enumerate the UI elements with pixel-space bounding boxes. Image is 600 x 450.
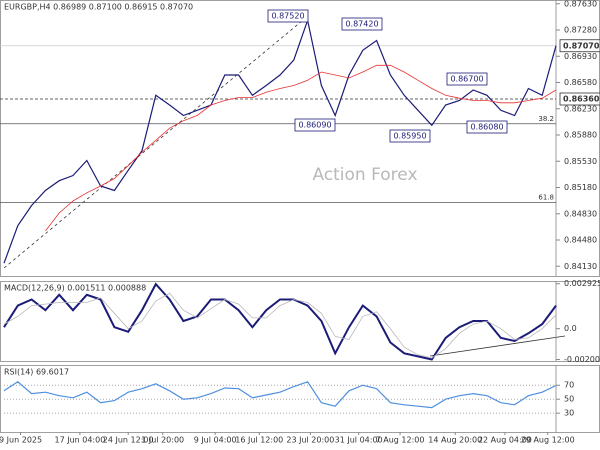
macd-trend-line [429,335,566,357]
panel-title: EURGBP,H4 0.86989 0.87100 0.86915 0.8707… [4,3,193,12]
x-tick-label: 23 Jul 20:00 [286,436,334,445]
annotation: 0.85950 [393,132,426,141]
y-tick-label: 0.85880 [564,131,597,140]
x-tick-label: 29 Aug 12:00 [521,436,575,445]
y-tick-label: 0.86930 [564,52,597,61]
panel-title: MACD(12,26,9) 0.001511 0.000888 [4,284,146,293]
x-tick-label: 9 Jun 2025 [0,436,42,445]
watermark: Action Forex [312,165,417,185]
panel-title: RSI(14) 69.6017 [4,368,69,377]
x-tick-label: 7 Aug 12:00 [376,436,425,445]
series-line [3,282,557,361]
series-line [45,64,557,232]
y-tick-label: 0.84130 [564,262,597,271]
y-tick-label: 0.84480 [564,236,597,245]
annotation: 0.86700 [450,75,483,84]
annotation: 0.86090 [298,121,331,130]
y-tick-label: 30 [564,409,574,418]
annotation-box [389,129,431,143]
annotation: 0.86080 [470,123,503,132]
price-box [559,39,600,53]
x-tick-label: 31 Jul 04:00 [335,436,383,445]
x-tick-label: 22 Aug 04:00 [478,436,532,445]
y-tick-label: 0.85180 [564,183,597,192]
x-tick-label: 17 Jun 04:00 [54,436,105,445]
price-box-label: 0.86360 [563,95,600,104]
x-tick-label: 14 Aug 20:00 [428,436,482,445]
annotation-box [294,118,336,132]
series-line [3,381,557,409]
y-tick-label: -0.002002 [564,355,600,364]
fib-label: 61.8 [538,194,554,202]
y-tick-label: 70 [564,381,574,390]
y-tick-label: 50 [564,395,574,404]
fib-label: 38.2 [538,115,554,123]
annotation: 0.87520 [271,12,304,21]
y-tick-label: 0.86580 [564,78,597,87]
annotation-box [267,9,309,23]
y-tick-label: 0.84830 [564,209,597,218]
x-tick-label: 16 Jul 12:00 [235,436,283,445]
y-tick-label: 0.85530 [564,157,597,166]
annotation-box [341,17,383,31]
y-tick-label: 0.002925 [564,279,600,288]
series-line [3,292,557,359]
annotation-box [466,120,508,134]
series-line [3,18,557,264]
x-tick-label: 9 Jul 04:00 [194,436,237,445]
y-tick-label: 0.87630 [564,0,597,8]
price-box [559,92,600,106]
annotation-box [446,72,488,86]
y-tick-label: 0.87280 [564,26,597,35]
x-tick-label: 24 Jun 12:00 [103,436,154,445]
y-tick-label: 0.0 [564,324,577,333]
price-box-label: 0.87070 [563,41,600,50]
x-tick-label: 1 Jul 20:00 [141,436,184,445]
annotation: 0.87420 [345,20,378,29]
y-tick-label: 0.86230 [564,104,597,113]
